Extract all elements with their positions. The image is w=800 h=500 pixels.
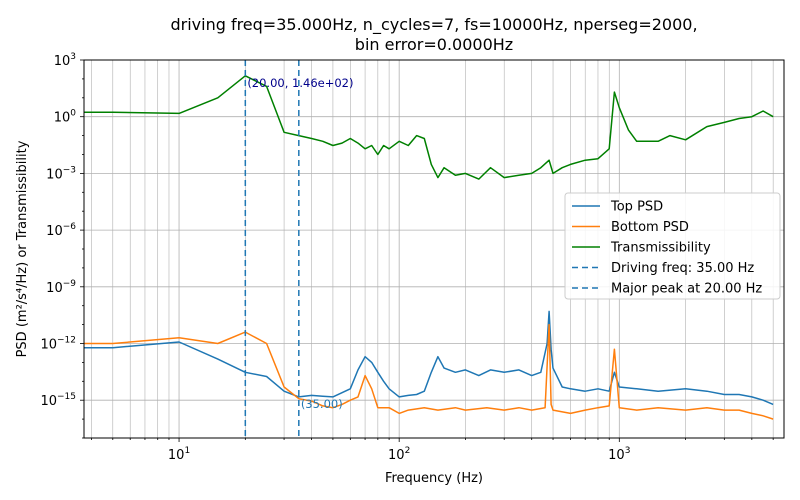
annotation-1: (35.00) [301,397,343,411]
vertical-marker-layer [244,60,300,438]
x-axis-ticks: 101 102 103 [91,438,774,463]
y-tick-label: 10−12 [40,336,76,353]
x-axis-label: Frequency (Hz) [385,471,483,486]
y-tick-label: 10−9 [46,279,76,296]
legend-label: Transmissibility [610,241,711,256]
annotation-layer: (20.00, 1.46e+02) (35.00) [247,76,353,411]
y-tick-label: 10−15 [40,392,76,409]
series-line-transmissibility [84,75,774,180]
y-tick-label: 100 [54,109,77,126]
annotation-0: (20.00, 1.46e+02) [247,76,353,90]
chart-title-line1: driving freq=35.000Hz, n_cycles=7, fs=10… [170,15,697,35]
y-tick-label: 103 [54,52,76,69]
y-axis-ticks: 10−15 10−12 10−9 10−6 10−3 100 103 [40,52,84,439]
y-tick-label: 10−6 [46,222,76,239]
series-layer [84,75,774,420]
legend-label: Top PSD [610,200,663,215]
y-tick-label: 10−3 [46,165,76,182]
series-line-top-psd [84,310,774,406]
x-tick-label: 103 [608,446,630,463]
legend-label: Driving freq: 35.00 Hz [611,261,754,276]
legend-label: Major peak at 20.00 Hz [611,282,762,297]
x-tick-label: 102 [388,446,410,463]
legend: Top PSD Bottom PSD Transmissibility Driving… [564,192,781,300]
legend-frame [564,192,781,300]
y-axis-label: PSD (m²/s⁴/Hz) or Transmissibility [15,140,30,357]
x-tick-label: 101 [168,446,190,463]
chart-title-line2: bin error=0.0000Hz [355,35,513,54]
series-line-bottom-psd [84,323,774,420]
legend-label: Bottom PSD [611,220,689,235]
